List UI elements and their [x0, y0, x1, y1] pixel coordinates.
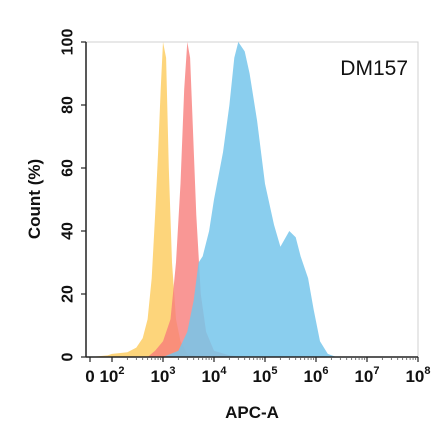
- x-tick-label: 107: [354, 365, 379, 386]
- x-tick-label: 106: [303, 365, 328, 386]
- x-tick-layer: 0 102 103 104 105 106 107 108: [85, 357, 431, 386]
- y-tick-label: 60: [60, 159, 77, 177]
- histogram-series-1: [90, 42, 199, 357]
- sample-annotation: DM157: [340, 57, 408, 80]
- x-tick-label: 103: [150, 365, 175, 386]
- histogram-series-3: [163, 42, 337, 357]
- x-tick-label: 105: [252, 365, 277, 386]
- x-tick-label: 104: [201, 365, 227, 386]
- x-tick-label: 0: [85, 367, 94, 386]
- series-layer: [90, 42, 337, 357]
- y-tick-label: 40: [60, 222, 77, 240]
- x-axis-title: APC-A: [225, 403, 279, 422]
- y-tick-label: 0: [60, 352, 77, 361]
- y-tick-layer: 0 20 40 60 80 100: [60, 29, 86, 361]
- y-tick-label: 100: [60, 29, 77, 56]
- x-tick-label: 102: [99, 365, 124, 386]
- x-tick-label: 108: [405, 365, 430, 386]
- y-tick-label: 80: [60, 96, 77, 114]
- y-tick-label: 20: [60, 285, 77, 303]
- y-axis-title: Count (%): [25, 159, 44, 239]
- plot-area: [85, 41, 419, 358]
